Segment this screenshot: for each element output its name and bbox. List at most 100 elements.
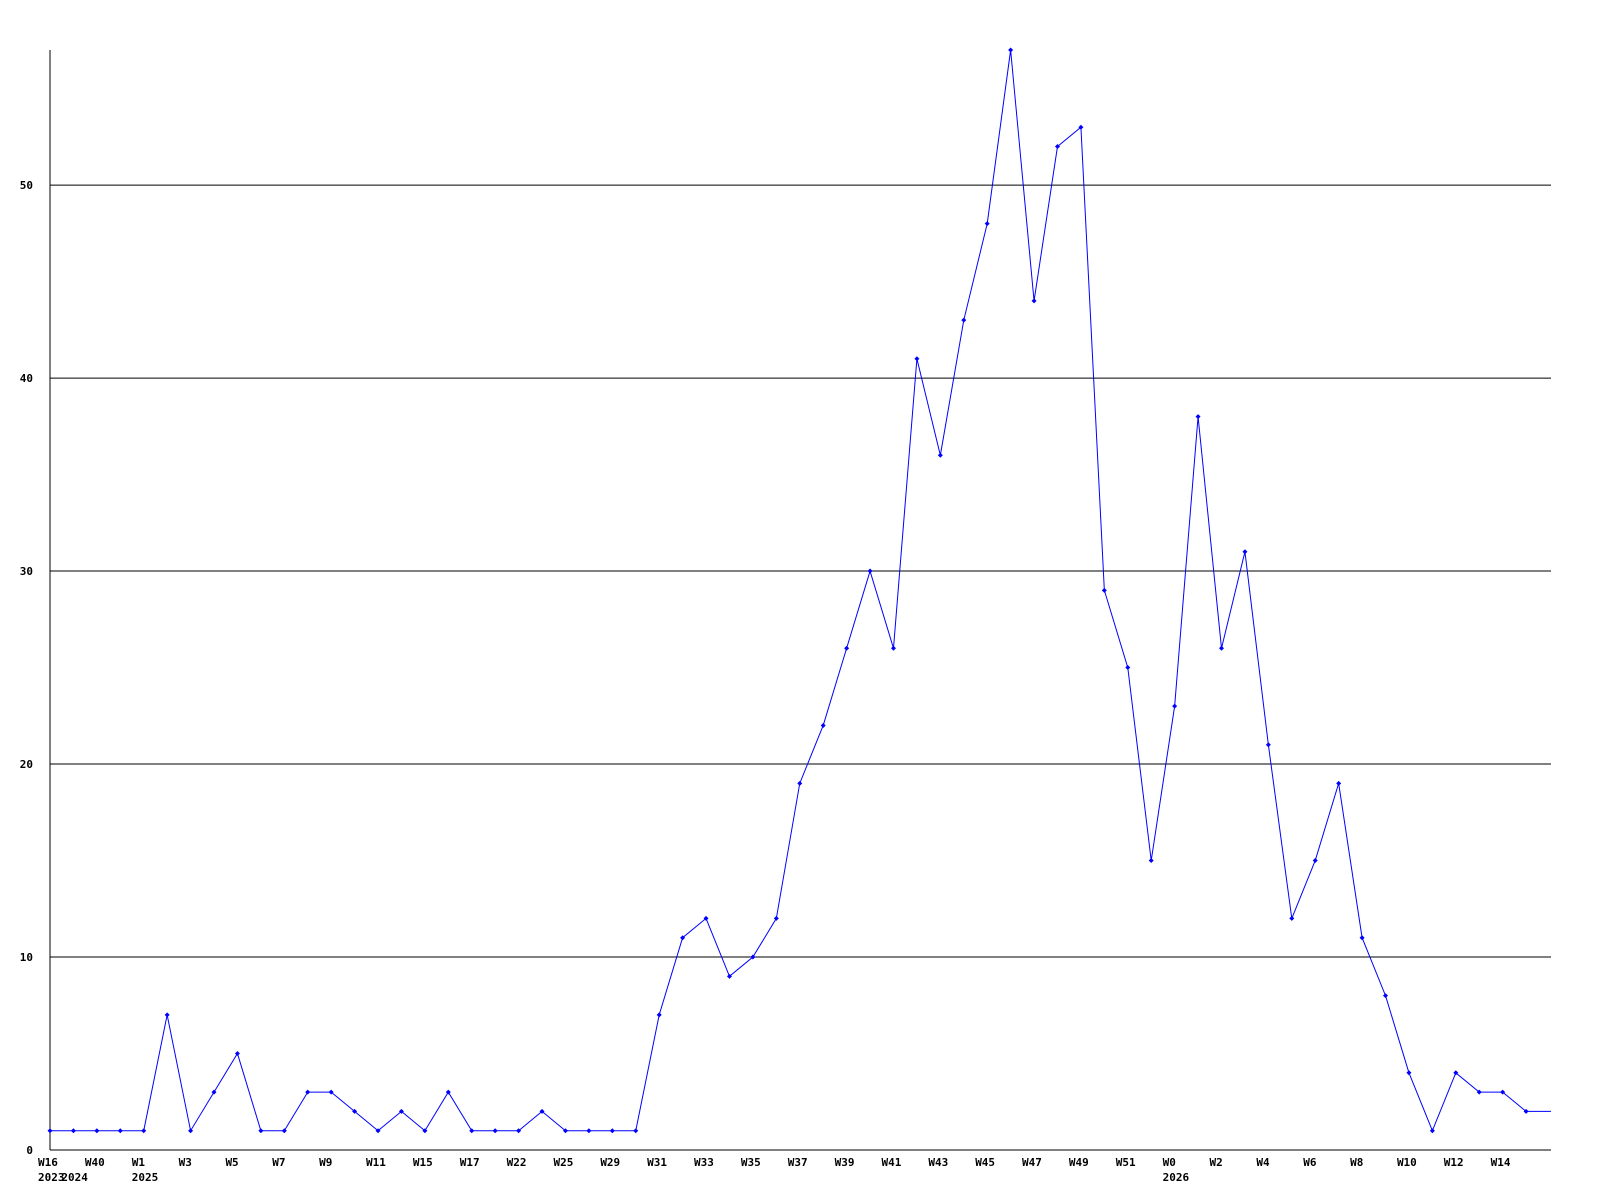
data-point: [890, 645, 896, 651]
data-point: [1289, 915, 1295, 921]
year-label: 2024: [61, 1171, 88, 1184]
data-point: [164, 1012, 170, 1018]
y-tick-label: 0: [26, 1144, 33, 1157]
data-point: [961, 317, 967, 323]
x-tick-label: W39: [835, 1156, 855, 1169]
data-point: [867, 568, 873, 574]
data-point: [258, 1128, 264, 1134]
data-point: [1101, 587, 1107, 593]
data-point: [1008, 47, 1014, 53]
data-point: [656, 1012, 662, 1018]
data-point: [70, 1128, 76, 1134]
data-point: [188, 1128, 194, 1134]
data-point: [726, 973, 732, 979]
x-tick-label: W35: [741, 1156, 761, 1169]
gridlines: [50, 184, 1551, 958]
y-tick-label: 10: [20, 951, 33, 964]
data-point: [1125, 665, 1131, 671]
y-tick-label: 20: [20, 758, 33, 771]
x-tick-label: W0: [1163, 1156, 1176, 1169]
x-tick-label: W31: [647, 1156, 667, 1169]
x-tick-label: W43: [928, 1156, 948, 1169]
data-point: [586, 1128, 592, 1134]
data-point: [1031, 298, 1037, 304]
data-point: [281, 1128, 287, 1134]
x-axis-tick-labels: W16 W40 W1 W3 W5 W7 W9 W11 W15 W17 W22 W25 W29 W31 W33…: [38, 1156, 1511, 1169]
data-point: [797, 780, 803, 786]
x-tick-label: W41: [881, 1156, 901, 1169]
x-tick-label: W6: [1303, 1156, 1317, 1169]
data-point: [211, 1089, 217, 1095]
x-tick-label: W2: [1210, 1156, 1223, 1169]
x-tick-label: W22: [507, 1156, 527, 1169]
x-tick-label: W45: [975, 1156, 995, 1169]
x-tick-label: W12: [1444, 1156, 1464, 1169]
data-point: [1359, 935, 1365, 941]
x-tick-label: W14: [1491, 1156, 1511, 1169]
x-tick-label: W10: [1397, 1156, 1417, 1169]
x-tick-label: W25: [553, 1156, 573, 1169]
data-point: [1336, 780, 1342, 786]
x-tick-label: W51: [1116, 1156, 1136, 1169]
data-point: [47, 1128, 53, 1134]
x-tick-label: W37: [788, 1156, 808, 1169]
data-point: [820, 722, 826, 728]
y-tick-label: 30: [20, 565, 33, 578]
x-tick-label: W1: [132, 1156, 146, 1169]
x-tick-label: W5: [225, 1156, 238, 1169]
data-point: [1500, 1089, 1506, 1095]
x-tick-label: W9: [319, 1156, 332, 1169]
year-label: 2026: [1163, 1171, 1190, 1184]
data-point: [539, 1108, 545, 1114]
data-point: [1476, 1089, 1482, 1095]
data-point: [1172, 703, 1178, 709]
data-point: [1523, 1108, 1529, 1114]
data-point: [1312, 858, 1318, 864]
data-point: [844, 645, 850, 651]
data-point: [562, 1128, 568, 1134]
data-point: [1148, 858, 1154, 864]
year-label: 2023: [38, 1171, 65, 1184]
data-point: [773, 915, 779, 921]
data-point: [469, 1128, 475, 1134]
data-point: [937, 452, 943, 458]
data-point: [1406, 1070, 1412, 1076]
data-point: [94, 1128, 100, 1134]
data-point: [914, 356, 920, 362]
data-point: [703, 915, 709, 921]
data-point: [234, 1051, 240, 1057]
data-point: [1195, 414, 1201, 420]
data-point: [1054, 143, 1060, 149]
data-point: [398, 1108, 404, 1114]
data-point: [328, 1089, 334, 1095]
series-polyline: [50, 49, 1551, 1133]
y-tick-label: 40: [20, 372, 33, 385]
data-point: [352, 1108, 358, 1114]
data-point: [1453, 1070, 1459, 1076]
data-point: [516, 1128, 522, 1134]
data-point: [609, 1128, 615, 1134]
y-axis-tick-labels: 0 10 20 30 40 50: [20, 179, 33, 1157]
data-point: [305, 1089, 311, 1095]
data-point: [492, 1128, 498, 1134]
x-tick-label: W11: [366, 1156, 386, 1169]
data-point: [1242, 549, 1248, 555]
data-point: [141, 1128, 147, 1134]
data-point: [1078, 124, 1084, 130]
data-point: [984, 221, 990, 227]
x-tick-label: W7: [272, 1156, 285, 1169]
x-tick-label: W49: [1069, 1156, 1089, 1169]
y-tick-label: 50: [20, 179, 33, 192]
data-point: [117, 1128, 123, 1134]
x-tick-label: W3: [179, 1156, 192, 1169]
x-tick-label: W33: [694, 1156, 714, 1169]
x-tick-label: W47: [1022, 1156, 1042, 1169]
data-point: [1383, 993, 1389, 999]
x-tick-label: W4: [1256, 1156, 1270, 1169]
data-point: [750, 954, 756, 960]
x-tick-label: W17: [460, 1156, 480, 1169]
data-point: [1265, 742, 1271, 748]
series-line: [47, 47, 1551, 1134]
